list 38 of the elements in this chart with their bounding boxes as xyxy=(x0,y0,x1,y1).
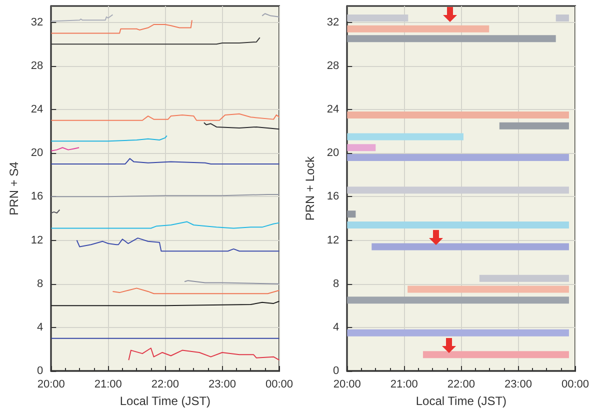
x-tick-label: 00:00 xyxy=(561,378,589,390)
line-series xyxy=(50,14,114,22)
x-tick-label: 20:00 xyxy=(333,378,361,390)
x-tick-label: 22:00 xyxy=(151,378,179,390)
y-tick-label: 12 xyxy=(326,234,340,246)
y-tick-label: 20 xyxy=(326,147,340,160)
x-tick-label: 22:00 xyxy=(447,378,475,390)
x-tick-label: 20:00 xyxy=(37,378,65,390)
line-series xyxy=(76,238,280,252)
y-tick-label: 28 xyxy=(30,60,44,72)
y-tick-label: 32 xyxy=(30,16,44,28)
line-series xyxy=(50,221,280,229)
y-tick-label: 8 xyxy=(333,278,340,290)
line-series xyxy=(50,113,280,121)
x-tick-label: 00:00 xyxy=(265,378,293,390)
x-axis-title: Local Time (JST) xyxy=(416,394,507,408)
x-axis-title: Local Time (JST) xyxy=(120,394,211,408)
y-tick-label: 4 xyxy=(333,321,340,334)
y-tick-label: 0 xyxy=(333,365,340,377)
y-tick-label: 4 xyxy=(37,321,44,334)
y-tick-label: 16 xyxy=(30,190,44,203)
y-tick-label: 24 xyxy=(30,104,44,116)
y-axis-title: PRN + S4 xyxy=(7,161,21,216)
line-series xyxy=(128,348,280,361)
line-series xyxy=(50,20,192,34)
y-tick-label: 8 xyxy=(37,278,44,290)
y-axis-title: PRN + Lock xyxy=(303,155,317,221)
y-tick-label: 12 xyxy=(30,234,44,246)
y-tick-label: 24 xyxy=(326,104,340,116)
y-tick-label: 16 xyxy=(326,190,340,203)
y-tick-label: 0 xyxy=(37,365,44,377)
y-tick-label: 28 xyxy=(326,60,340,72)
x-tick-label: 23:00 xyxy=(208,378,236,390)
x-tick-label: 21:00 xyxy=(94,378,122,390)
x-tick-label: 21:00 xyxy=(390,378,418,390)
y-tick-label: 32 xyxy=(326,16,340,28)
x-tick-label: 23:00 xyxy=(504,378,532,390)
y-tick-label: 20 xyxy=(30,147,44,160)
